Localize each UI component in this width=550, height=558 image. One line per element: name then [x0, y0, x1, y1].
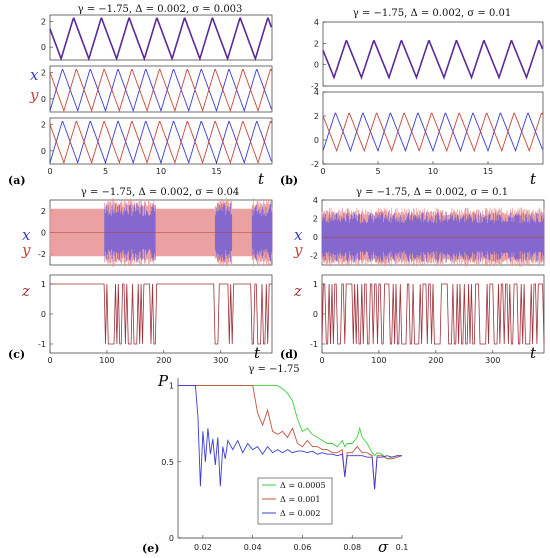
panel-a-mid-box: [49, 65, 273, 113]
panel-b-xlabel: t: [530, 170, 537, 188]
panel-c-bottom-ytick-label: 1: [41, 280, 46, 289]
panel-e-xtick-label: 0.08: [343, 543, 361, 552]
panel-d-bottom-ytick-label: -1: [310, 340, 318, 349]
panel-b-bottom-box: [322, 91, 544, 165]
panel-c-bottom-box: [49, 274, 273, 354]
panel-a-title: γ = −1.75, Δ = 0.002, σ = 0.003: [78, 4, 243, 15]
panel-c-xtick-label: 0: [47, 356, 52, 365]
panel-b-xtick-label: 15: [483, 167, 493, 176]
panel-b-bottom-ytick-label: 4: [314, 88, 319, 97]
panel-e-series-1: [178, 385, 403, 490]
panel-c-top-ytick-label: 0: [41, 229, 46, 238]
panel-d-top-ytick-label: 0: [313, 233, 318, 242]
panel-e-legend: [257, 477, 333, 525]
panel-a-top-series-line: [49, 17, 273, 62]
panel-a-mid-ytick-label: 0: [41, 95, 46, 104]
panel-c-xlabel: t: [254, 344, 261, 362]
panel-e-ytick-label: 0: [169, 534, 174, 543]
panel-c-x-label: x: [22, 226, 31, 244]
panel-a-y-label: y: [29, 86, 39, 104]
panel-d-xtick-label: 200: [428, 356, 443, 365]
panel-b-title: γ = −1.75, Δ = 0.002, σ = 0.01: [353, 8, 512, 19]
panel-e-legend-label-1: Δ = 0.001: [280, 495, 320, 504]
panel-d-bottom-ytick-label: 1: [313, 280, 318, 289]
panel-b-top-box: [322, 21, 544, 87]
panel-c-label: (c): [8, 348, 25, 361]
panel-b-bottom-series-x: [322, 112, 543, 153]
panel-e-legend-label-2: Δ = 0.002: [280, 509, 320, 518]
panel-c-top-ytick-label: 2: [41, 207, 46, 216]
panel-b-top-ytick-label: 2: [314, 39, 319, 48]
panel-e-label: (e): [142, 542, 159, 555]
panel-b-xtick-label: 5: [375, 167, 380, 176]
panel-e-legend-label-0: Δ = 0.0005: [280, 481, 326, 490]
panel-e-ytick-label: 0.5: [161, 458, 174, 467]
panel-d-top-ytick-label: 4: [313, 196, 318, 205]
panel-d-label: (d): [280, 348, 298, 361]
panel-b-bottom-ytick-label: 0: [314, 136, 319, 145]
panel-b-xtick-label: 0: [320, 167, 325, 176]
panel-c-y-label: y: [21, 241, 31, 259]
panel-b-top-ytick-label: 0: [314, 61, 319, 70]
panel-d-xtick-label: 100: [371, 356, 386, 365]
panel-d-xtick-label: 300: [485, 356, 500, 365]
panel-c-title: γ = −1.75, Δ = 0.002, σ = 0.04: [81, 187, 240, 198]
panel-a-mid-series-y: [49, 68, 272, 113]
panel-e-xtick-label: 0.02: [194, 543, 212, 552]
panel-d-xtick-label: 0: [319, 356, 324, 365]
panel-b-xtick-label: 10: [428, 167, 438, 176]
panel-c-xtick-label: 100: [99, 356, 114, 365]
panel-b-label: (b): [280, 174, 298, 187]
panel-c-xtick-label: 200: [156, 356, 171, 365]
panel-b-bottom-ytick-label: 2: [314, 112, 319, 121]
panel-c-bottom-ytick-label: 0: [41, 310, 46, 319]
panel-b-top-series-line: [322, 39, 544, 80]
panel-e-xtick-label: 0.06: [294, 543, 312, 552]
panel-d-title: γ = −1.75, Δ = 0.002, σ = 0.1: [356, 187, 508, 198]
panel-e-title: γ = −1.75: [248, 364, 299, 375]
panel-d-x-label: x: [294, 226, 303, 244]
panel-a-mid-series-x: [49, 68, 272, 113]
panel-a-top-box: [49, 14, 273, 61]
panel-a-top-ytick-label: 2: [41, 17, 46, 26]
panel-a-bottom-ytick-label: 2: [41, 121, 46, 130]
panel-a-xlabel: t: [258, 170, 265, 188]
panel-d-xlabel: t: [530, 344, 537, 362]
panel-b-top-ytick-label: -2: [311, 82, 319, 91]
panel-b-bottom-ytick-label: -2: [311, 160, 319, 169]
panel-e-series-2: [178, 385, 402, 490]
panel-d-z-label: z: [293, 282, 302, 300]
panel-d-y-label: y: [293, 241, 303, 259]
panel-a-bottom-series-y: [49, 120, 272, 165]
panel-e-series-0: [178, 385, 402, 460]
panel-a-label: (a): [8, 174, 26, 187]
panel-b-top-ytick-label: 4: [314, 18, 319, 27]
panel-a-top-ytick-label: 0: [41, 43, 46, 52]
panel-a-mid-ytick-label: 2: [41, 69, 46, 78]
panel-c-bottom-ytick-label: -1: [38, 340, 46, 349]
panel-d-top-ytick-label: 2: [313, 215, 318, 224]
panel-e-xtick-label: 0.04: [244, 543, 262, 552]
panel-c-series-z: [50, 283, 272, 345]
panel-e-xlabel: σ: [378, 538, 389, 556]
panel-c-xtick-label: 300: [213, 356, 228, 365]
panel-b-bottom-series-y: [322, 112, 543, 153]
panel-a-x-label: x: [30, 66, 39, 84]
panel-c-top-ytick-label: -2: [38, 250, 46, 259]
panel-a-bottom-series-x: [49, 120, 272, 165]
panel-e-ytick-label: 1: [169, 382, 174, 391]
panel-d-bottom-ytick-label: 0: [313, 310, 318, 319]
panel-a-xtick-label: 0: [47, 167, 52, 176]
panel-d-top-ytick-label: -2: [310, 252, 318, 261]
panel-e-ylabel: P: [157, 372, 169, 390]
panel-a-xtick-label: 5: [103, 167, 108, 176]
panel-a-bottom-ytick-label: 0: [41, 147, 46, 156]
panel-a-xtick-label: 10: [156, 167, 166, 176]
panel-d-series-z: [321, 283, 545, 345]
panel-e-xtick-label: 0.1: [396, 543, 409, 552]
panel-c-z-label: z: [21, 282, 30, 300]
panel-a-xtick-label: 15: [211, 167, 221, 176]
